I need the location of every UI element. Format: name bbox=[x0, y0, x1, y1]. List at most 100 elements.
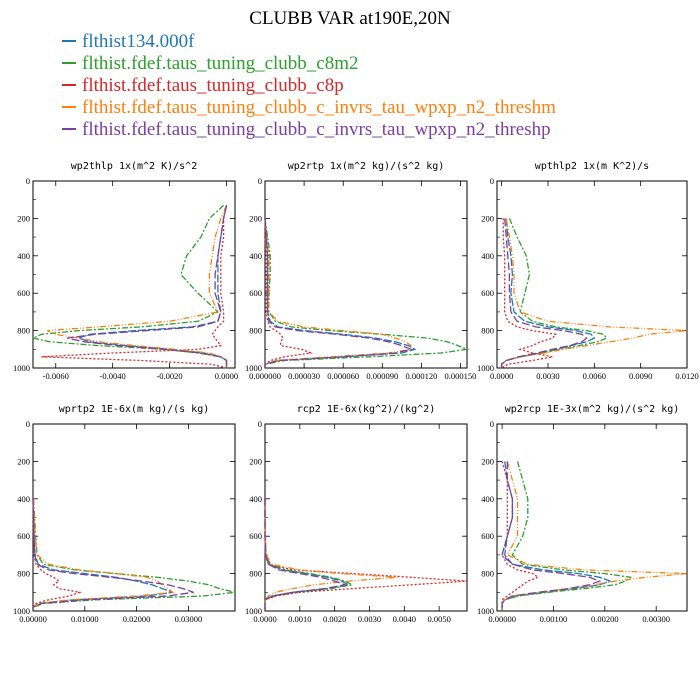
series-line bbox=[32, 498, 194, 611]
y-tick-label: 400 bbox=[249, 494, 262, 504]
x-tick-label: 0.0000 bbox=[253, 614, 276, 624]
y-tick-label: 600 bbox=[481, 531, 494, 541]
y-tick-label: 0 bbox=[258, 419, 262, 429]
panel-title: rcp2 1E-6x(kg^2)/(kg^2) bbox=[297, 404, 435, 415]
y-tick-label: 1000 bbox=[245, 363, 262, 373]
y-tick-label: 1000 bbox=[477, 363, 494, 373]
panel-title: wp2rtp 1x(m^2 kg)/(s^2 kg) bbox=[288, 161, 445, 172]
y-tick-label: 600 bbox=[249, 288, 262, 298]
x-tick-label: 0.0000 bbox=[215, 371, 238, 381]
y-tick-label: 1000 bbox=[245, 606, 262, 616]
figure-title: CLUBB VAR at190E,20N bbox=[249, 8, 451, 29]
legend-label: flthist134.000f bbox=[82, 31, 195, 52]
x-tick-label: -0.0060 bbox=[43, 371, 69, 381]
y-tick-label: 800 bbox=[17, 326, 30, 336]
series-line bbox=[66, 205, 228, 368]
series-line bbox=[501, 461, 688, 611]
x-tick-label: 0.0010 bbox=[288, 614, 311, 624]
series-line bbox=[500, 218, 588, 368]
x-tick-label: 0.02000 bbox=[123, 614, 151, 624]
legend-item: flthist.fdef.taus_tuning_clubb_c8p bbox=[62, 75, 556, 97]
x-tick-label: 0.000120 bbox=[405, 371, 437, 381]
series-line bbox=[264, 498, 351, 611]
series-line bbox=[32, 498, 83, 611]
y-tick-label: 1000 bbox=[13, 363, 30, 373]
y-tick-label: 400 bbox=[17, 494, 30, 504]
y-tick-label: 200 bbox=[481, 213, 494, 223]
y-tick-label: 0 bbox=[490, 419, 494, 429]
x-tick-label: 0.00000 bbox=[19, 614, 47, 624]
y-tick-label: 0 bbox=[258, 176, 262, 186]
series-line bbox=[501, 218, 557, 369]
x-tick-label: 0.000000 bbox=[249, 371, 281, 381]
x-tick-label: 0.0030 bbox=[536, 371, 559, 381]
panel-title: wpthlp2 1x(m K^2)/s bbox=[535, 161, 649, 172]
y-tick-label: 0 bbox=[490, 176, 494, 186]
legend-swatch bbox=[62, 61, 76, 64]
y-tick-label: 1000 bbox=[13, 606, 30, 616]
y-tick-label: 400 bbox=[249, 251, 262, 261]
y-tick-label: 600 bbox=[17, 288, 30, 298]
y-tick-label: 800 bbox=[481, 326, 494, 336]
panel-title: wp2rcp 1E-3x(m^2 kg)/(s^2 kg) bbox=[505, 404, 680, 415]
y-tick-label: 400 bbox=[481, 494, 494, 504]
x-tick-label: 0.0020 bbox=[323, 614, 346, 624]
series-line bbox=[500, 218, 688, 368]
panel-title: wp2thlp 1x(m^2 K)/s^2 bbox=[71, 161, 197, 172]
legend-label: flthist.fdef.taus_tuning_clubb_c_invrs_t… bbox=[82, 97, 556, 118]
x-tick-label: 0.000150 bbox=[445, 371, 477, 381]
legend-swatch bbox=[62, 39, 76, 42]
chart-panel: wpthlp2 1x(m K^2)/s020040060080010000.00… bbox=[477, 161, 699, 381]
x-tick-label: 0.00100 bbox=[540, 614, 568, 624]
y-tick-label: 200 bbox=[249, 213, 262, 223]
x-tick-label: 0.0000 bbox=[490, 371, 513, 381]
chart-panel: wp2rcp 1E-3x(m^2 kg)/(s^2 kg) 0 200 400 600 8… bbox=[477, 404, 688, 624]
y-tick-label: 800 bbox=[249, 569, 262, 579]
legend-swatch bbox=[62, 83, 76, 86]
legend: flthist134.000f flthist.fdef.taus_tuning… bbox=[62, 31, 556, 141]
legend-label: flthist.fdef.taus_tuning_clubb_c_invrs_t… bbox=[82, 119, 551, 140]
x-tick-label: 0.03000 bbox=[175, 614, 203, 624]
legend-swatch bbox=[62, 127, 76, 130]
y-tick-label: 200 bbox=[481, 456, 494, 466]
y-tick-label: 200 bbox=[17, 456, 30, 466]
series-line bbox=[30, 204, 228, 368]
legend-item: flthist.fdef.taus_tuning_clubb_c_invrs_t… bbox=[62, 97, 556, 119]
x-tick-label: 0.00000 bbox=[488, 614, 516, 624]
legend-item: flthist.fdef.taus_tuning_clubb_c8m2 bbox=[62, 53, 556, 75]
y-tick-label: 600 bbox=[17, 531, 30, 541]
chart-panel: rcp2 1E-6x(kg^2)/(kg^2) 0 200 400 600 800 1000… bbox=[245, 404, 468, 624]
y-tick-label: 0 bbox=[26, 419, 30, 429]
y-tick-label: 800 bbox=[17, 569, 30, 579]
series-line bbox=[264, 498, 355, 611]
x-tick-label: 0.00300 bbox=[642, 614, 670, 624]
legend-label: flthist.fdef.taus_tuning_clubb_c8p bbox=[82, 75, 344, 96]
legend-swatch bbox=[62, 105, 76, 108]
series-line bbox=[500, 218, 608, 368]
x-tick-label: 0.0060 bbox=[583, 371, 606, 381]
y-tick-label: 600 bbox=[481, 288, 494, 298]
x-tick-label: 0.00200 bbox=[591, 614, 619, 624]
y-tick-label: 800 bbox=[481, 569, 494, 579]
y-tick-label: 0 bbox=[26, 176, 30, 186]
series-line bbox=[501, 461, 612, 611]
series-line bbox=[32, 498, 236, 611]
series-line bbox=[32, 498, 175, 611]
y-tick-label: 200 bbox=[249, 456, 262, 466]
y-tick-label: 1000 bbox=[477, 606, 494, 616]
plot-frame bbox=[496, 180, 688, 369]
y-tick-label: 400 bbox=[17, 251, 30, 261]
plot-frame bbox=[264, 423, 468, 612]
series-line bbox=[501, 461, 540, 611]
x-tick-label: 0.0030 bbox=[358, 614, 381, 624]
y-tick-label: 600 bbox=[249, 531, 262, 541]
series-line bbox=[264, 218, 414, 368]
x-tick-label: -0.0040 bbox=[100, 371, 126, 381]
series-line bbox=[264, 218, 470, 368]
chart-panel: wp2rtp 1x(m^2 kg)/(s^2 kg) 0 200 400 600 800 1… bbox=[245, 161, 476, 381]
series-line bbox=[264, 498, 348, 611]
series-line bbox=[264, 218, 417, 368]
legend-item: flthist134.000f bbox=[62, 31, 556, 53]
x-tick-label: 0.0090 bbox=[629, 371, 652, 381]
